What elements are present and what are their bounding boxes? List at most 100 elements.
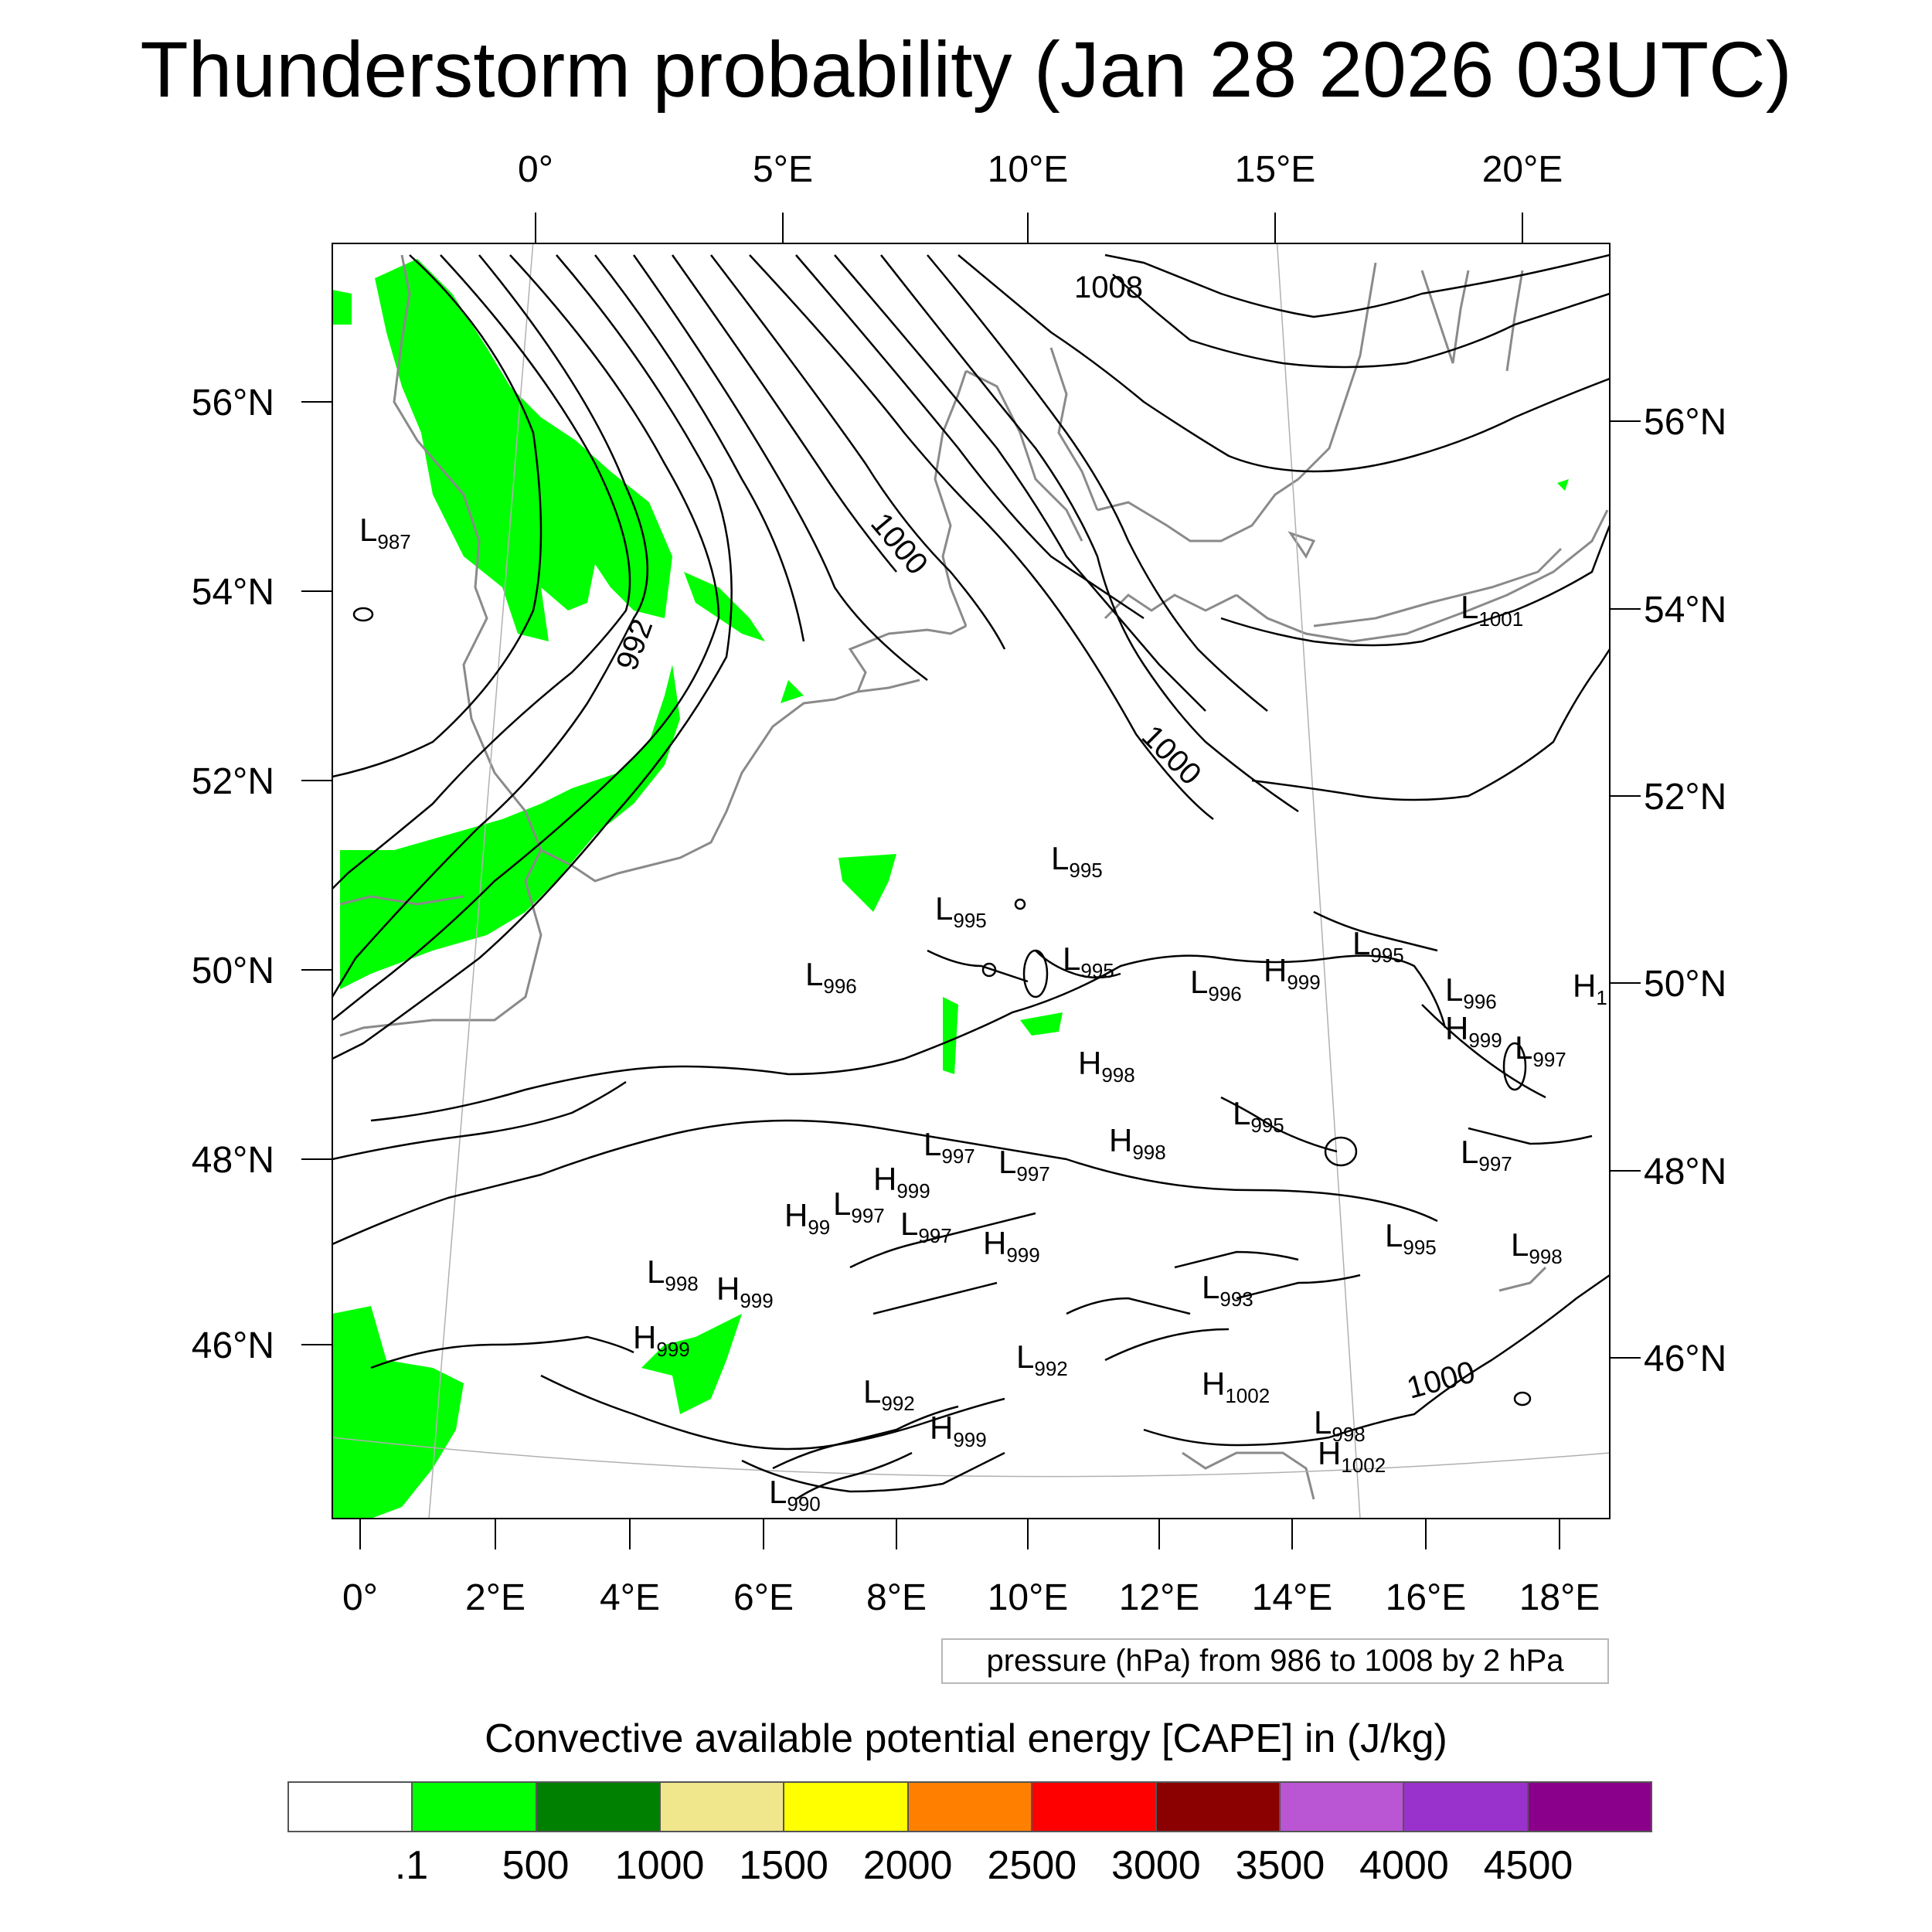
pressure-center: L998 [1314,1404,1366,1446]
graticule [332,243,1610,1519]
center-type: H [1573,968,1596,1004]
pressure-center: L995 [1233,1095,1284,1137]
center-value: 996 [1463,990,1496,1013]
center-type: L [935,890,953,927]
colorbar-tick-label: 3000 [1111,1843,1201,1888]
colorbar-ticks: .1 500 1000 1500 2000 2500 3000 3500 400… [287,1842,1652,1889]
pressure-centers: L987 L1001 L995 L995 L996 L995 L996 H999… [359,512,1607,1515]
colorbar-swatch [1280,1783,1405,1831]
center-type: L [863,1373,881,1410]
pressure-center: L995 [1385,1217,1437,1259]
center-type: L [900,1206,918,1242]
pressure-center: L995 [1051,840,1103,882]
center-type: L [1190,964,1208,1000]
pressure-note: pressure (hPa) from 986 to 1008 by 2 hPa [941,1638,1609,1684]
right-lat-label: 54°N [1644,590,1726,631]
center-value: 1 [1596,986,1607,1009]
pressure-center: L993 [1202,1269,1253,1311]
center-type: L [1461,1134,1478,1170]
colorbar-swatch [1032,1783,1157,1831]
pressure-center: H998 [1078,1045,1135,1087]
center-type: L [1352,925,1370,961]
center-type: L [359,512,377,548]
center-type: L [1445,971,1463,1008]
map-title: Thunderstorm probability (Jan 28 2026 03… [140,26,1792,114]
center-type: L [923,1126,941,1162]
center-value: 996 [823,975,856,998]
colorbar-tick-label: 1000 [614,1843,705,1888]
center-value: 997 [1478,1152,1512,1175]
center-type: L [1051,840,1069,876]
bottom-lon-label: 4°E [600,1577,660,1618]
cape-area-small-8 [1557,479,1569,491]
center-value: 995 [1403,1236,1436,1259]
center-value: 998 [1101,1063,1134,1087]
pressure-center: L997 [1461,1134,1512,1175]
right-lat-label: 48°N [1644,1151,1726,1192]
center-value: 995 [1370,944,1403,967]
pressure-center: H999 [716,1270,774,1312]
center-type: H [633,1319,656,1355]
pressure-center: L990 [769,1474,821,1515]
pressure-center: H1002 [1202,1366,1270,1407]
center-type: L [1063,940,1080,977]
cape-area-small-6 [641,1314,742,1414]
isobar-label: 1008 [1074,270,1143,304]
center-value: 987 [377,530,410,553]
colorbar-swatch [1528,1783,1651,1831]
center-value: 999 [740,1289,773,1312]
pressure-center: L987 [359,512,411,553]
center-type: H [1202,1366,1225,1402]
left-lat-label: 48°N [192,1140,274,1181]
left-lat-label: 46°N [192,1325,274,1366]
colorbar-swatch [413,1783,537,1831]
pressure-center: H999 [633,1319,690,1361]
center-value: 997 [918,1224,951,1247]
center-value: 990 [787,1492,820,1515]
center-value: 995 [1069,859,1102,882]
pressure-center: H1 [1573,968,1607,1009]
pressure-center: L997 [900,1206,952,1247]
isobar-label: 992 [610,614,659,675]
pressure-center: H99 [784,1197,830,1239]
center-type: L [1314,1404,1332,1440]
tick-marks [301,213,1641,1549]
center-type: H [1318,1435,1341,1471]
center-value: 997 [1016,1162,1049,1185]
colorbar-swatch [536,1783,662,1831]
left-lat-label: 56°N [192,383,274,423]
colorbar-tick-label: 3500 [1235,1843,1325,1888]
center-value: 992 [881,1392,914,1415]
center-type: L [1016,1338,1034,1375]
pressure-center: L997 [1515,1029,1566,1071]
pressure-center: H999 [873,1161,930,1202]
center-type: H [983,1225,1006,1261]
center-value: 998 [1132,1141,1165,1164]
center-type: H [1445,1010,1468,1046]
center-value: 997 [1532,1048,1566,1071]
center-type: L [1233,1095,1250,1131]
bottom-lon-label: 8°E [866,1577,927,1618]
center-value: 999 [1468,1029,1502,1052]
center-value: 995 [953,909,986,932]
pressure-center: H999 [1445,1010,1502,1052]
top-lon-label: 5°E [753,149,813,190]
isobar-label: 1000 [1403,1355,1478,1406]
bottom-lon-label: 12°E [1119,1577,1200,1618]
center-value: 998 [1332,1423,1365,1446]
pressure-center: H998 [1109,1122,1166,1164]
pressure-center: L995 [1352,925,1404,967]
pressure-center: L992 [1016,1338,1068,1380]
center-type: L [998,1144,1016,1180]
pressure-center: L998 [1511,1226,1563,1268]
center-type: L [1385,1217,1403,1253]
isobar-label: 1000 [1135,719,1208,791]
center-value: 995 [1080,959,1114,982]
colorbar-swatch [661,1783,785,1831]
center-value: 1002 [1341,1454,1386,1477]
map-frame [332,243,1611,1519]
center-value: 992 [1034,1357,1067,1380]
pressure-center: L996 [1445,971,1497,1013]
center-type: H [1264,952,1287,988]
center-value: 998 [665,1272,698,1295]
